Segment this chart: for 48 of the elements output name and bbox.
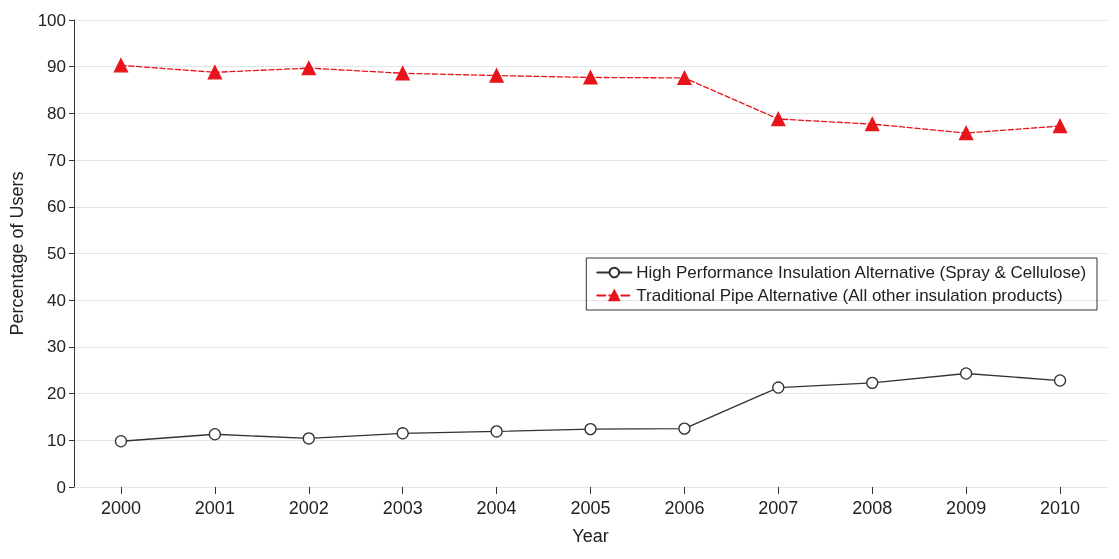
x-tick-label: 2004 — [476, 498, 517, 518]
point — [396, 427, 409, 440]
x-tick-label: 2008 — [852, 498, 893, 518]
y-tick-label: 0 — [56, 477, 66, 497]
point — [302, 432, 315, 445]
x-tick-label: 2001 — [194, 498, 235, 518]
y-tick-label: 40 — [47, 290, 66, 310]
legend-label: Traditional Pipe Alternative (All other insulation products) — [636, 286, 1063, 305]
point — [490, 425, 503, 438]
point — [114, 435, 128, 448]
y-tick-label: 70 — [47, 150, 66, 170]
y-tick-label: 50 — [47, 244, 66, 263]
x-tick-label: 2000 — [100, 498, 141, 518]
point — [866, 376, 879, 390]
x-tick-label: 2010 — [1040, 498, 1081, 518]
point — [678, 422, 691, 435]
y-axis-title: Percentage of Users — [7, 171, 27, 336]
y-tick-label: 30 — [47, 337, 66, 357]
x-tick-label: 2009 — [946, 498, 987, 518]
point — [865, 116, 880, 132]
point — [207, 65, 223, 80]
point — [208, 428, 222, 441]
x-tick-label: 2006 — [664, 498, 705, 518]
point — [489, 68, 504, 83]
x-axis-title: Year — [572, 526, 609, 546]
point — [395, 66, 410, 81]
point — [960, 367, 973, 380]
point — [583, 70, 598, 85]
point — [772, 381, 785, 394]
y-tick-label: 100 — [37, 10, 66, 30]
point — [113, 58, 129, 73]
x-tick-label: 2007 — [758, 498, 799, 518]
y-tick-label: 60 — [47, 197, 66, 217]
y-tick-label: 90 — [47, 57, 66, 77]
y-tick-label: 80 — [47, 103, 66, 123]
point — [584, 422, 597, 436]
point — [958, 125, 974, 141]
point — [771, 111, 786, 127]
legend-label: High Performance Insulation Alternative (Spray & Cellulose) — [636, 263, 1087, 282]
y-tick-label: 10 — [47, 430, 66, 450]
x-tick-label: 2005 — [570, 498, 611, 518]
y-tick-label: 20 — [47, 384, 66, 404]
x-tick-label: 2002 — [288, 498, 329, 518]
point — [1053, 374, 1067, 387]
x-tick-label: 2003 — [382, 498, 423, 518]
point — [677, 70, 692, 86]
point — [301, 60, 316, 76]
point — [1052, 118, 1068, 134]
